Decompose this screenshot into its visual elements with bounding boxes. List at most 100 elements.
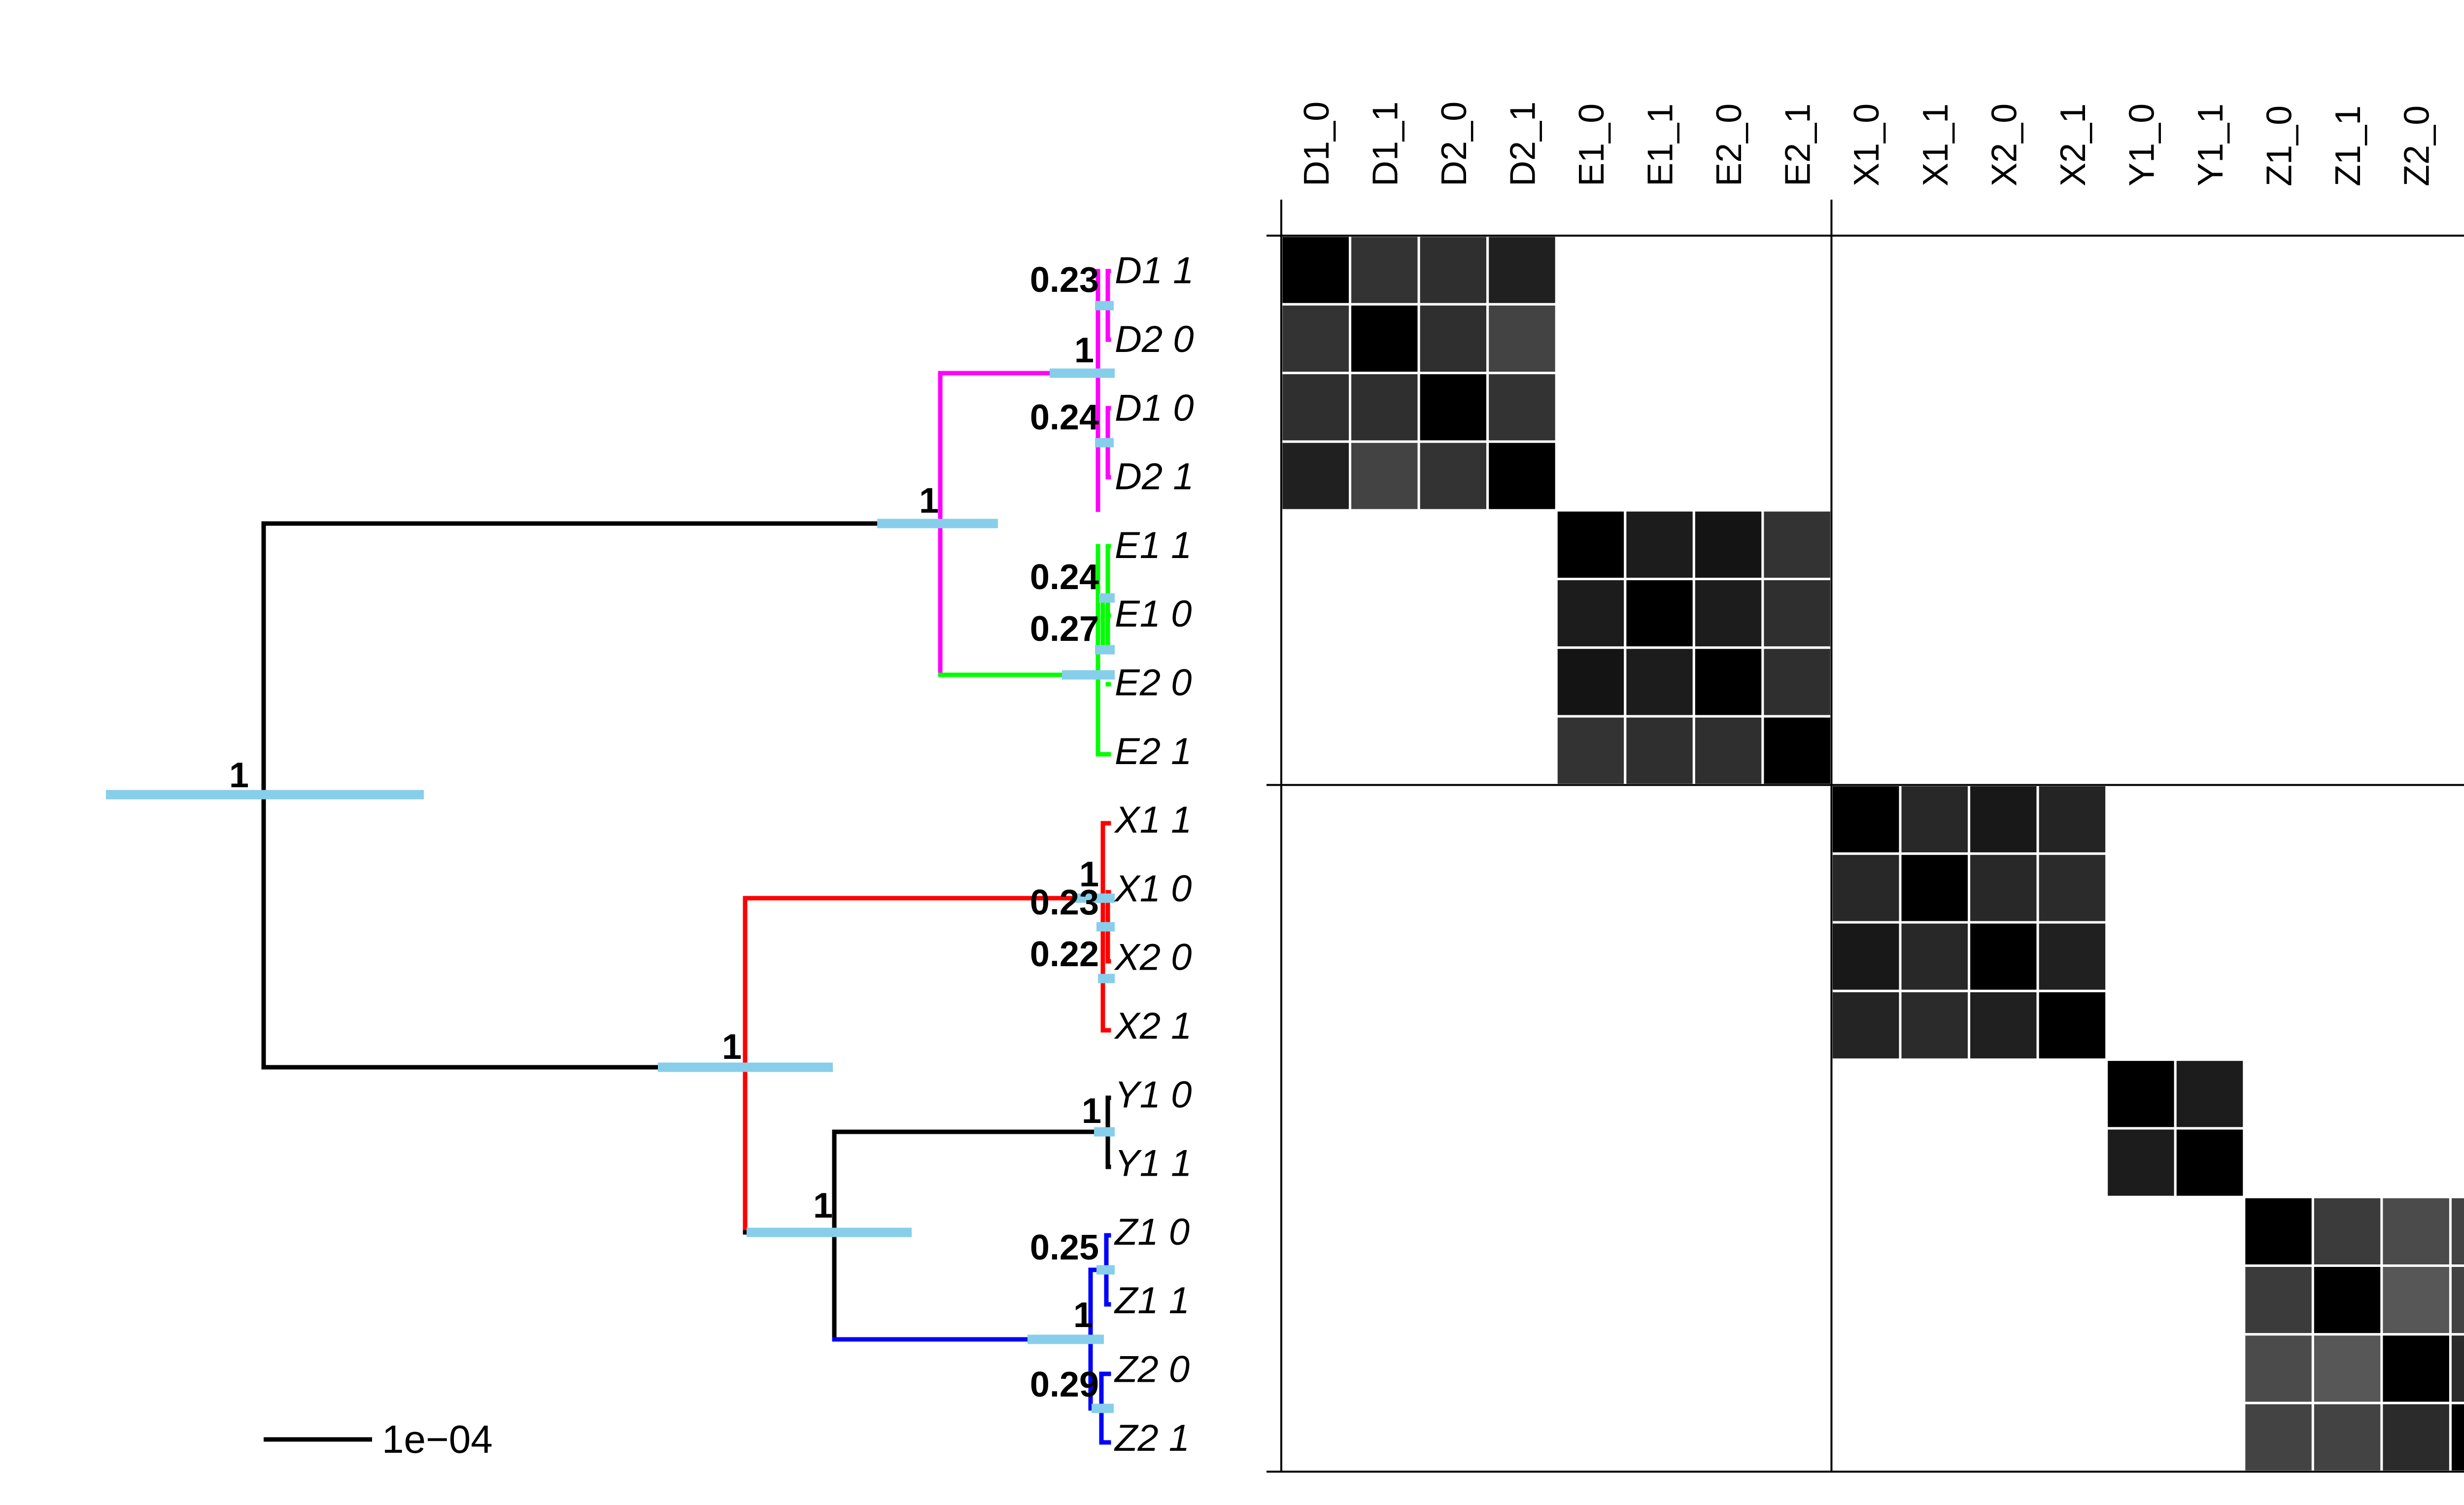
heatmap-cell [1692,578,1764,649]
heatmap-column-label: Z2_0 [2397,105,2437,186]
heatmap-cell [1280,440,1352,512]
heatmap-cell [2243,1401,2314,1473]
heatmap-cell [2036,783,2108,855]
heatmap-cell [2380,1333,2452,1404]
node-support-label: 0.24 [1030,398,1099,437]
heatmap-cell [1830,989,1902,1061]
heatmap-cell [2449,1401,2464,1473]
node-support-label: 1 [229,756,249,795]
tip-label: Z1 0 [1114,1211,1190,1253]
heatmap-column-label: E2_0 [1710,104,1749,186]
node-support-label: 0.23 [1030,883,1099,922]
heatmap-cell [1761,509,1833,580]
tip-label: Z1 1 [1114,1280,1190,1322]
heatmap-cell [2174,1127,2246,1198]
heatmap-cell [1830,783,1902,855]
heatmap-cell [1624,509,1695,580]
heatmap-cell [2036,852,2108,924]
heatmap-cell [1486,440,1558,512]
heatmap-frame [1266,200,2464,1473]
heatmap-cells [1280,234,2464,1473]
heatmap-cell [2105,1058,2177,1130]
heatmap-cell [2311,1195,2383,1267]
heatmap-cell [1692,646,1764,718]
node-support-label: 1 [1073,1295,1093,1335]
tip-label: D1 1 [1115,250,1194,292]
heatmap-cell [1280,234,1352,306]
node-support-label: 1 [813,1186,833,1225]
heatmap-cell [1899,921,1971,992]
heatmap-cell [1417,372,1489,443]
heatmap-cell [2174,1058,2246,1130]
heatmap-cell [2105,1127,2177,1198]
heatmap-column-label: Z1_0 [2260,105,2299,186]
tip-label: D2 1 [1115,456,1194,498]
node-support-label: 1 [1079,855,1099,894]
heatmap-cell [1624,646,1695,718]
tip-label: E2 0 [1115,662,1192,703]
heatmap-cell [1692,509,1764,580]
heatmap-cell [1486,303,1558,375]
heatmap-cell [2380,1401,2452,1473]
node-support-label: 1 [919,481,939,521]
heatmap-cell [1555,578,1627,649]
heatmap-column-label: E1_1 [1641,104,1680,186]
tip-label: X2 0 [1114,937,1192,979]
heatmap-cell [1349,303,1420,375]
tip-label: X1 1 [1114,799,1192,841]
heatmap-cell [2243,1195,2314,1267]
tip-label: E1 1 [1115,525,1192,566]
heatmap-cell [1555,646,1627,718]
heatmap-cell [2449,1264,2464,1336]
tip-label: X1 0 [1114,868,1192,910]
heatmap-cell [1761,646,1833,718]
heatmap-cell [1968,852,2039,924]
heatmap-cell [1899,989,1971,1061]
heatmap-column-label: X1_0 [1847,104,1886,186]
tip-label: D1 0 [1115,387,1194,429]
heatmap-cell [1349,234,1420,306]
tip-label: D2 0 [1115,318,1194,360]
heatmap-cell [1968,989,2039,1061]
heatmap-cell [2036,989,2108,1061]
heatmap-cell [1417,303,1489,375]
node-support-label: 0.23 [1030,260,1099,300]
tree-branches [261,269,1111,1445]
heatmap-cell [1555,715,1627,786]
heatmap-cell [2449,1333,2464,1404]
heatmap-cell [1624,715,1695,786]
heatmap-cell [2311,1333,2383,1404]
heatmap-column-label: D1_1 [1366,102,1405,186]
heatmap-cell [1692,715,1764,786]
heatmap-cell [1968,921,2039,992]
heatmap-cell [2243,1333,2314,1404]
tip-label: Y1 1 [1115,1143,1192,1185]
heatmap-column-label: D2_0 [1435,102,1474,186]
node-support-label: 0.25 [1030,1228,1099,1267]
heatmap-cell [1280,372,1352,443]
node-support-label: 1 [1082,1091,1101,1131]
heatmap-column-label: X2_1 [2053,104,2093,186]
scale-bar: 1e−04 [264,1417,493,1461]
heatmap-column-label: Y1_0 [2122,104,2161,186]
heatmap-column-label: D1_0 [1297,102,1336,186]
node-support-label: 0.29 [1030,1365,1099,1404]
heatmap-cell [1624,578,1695,649]
heatmap-cell [1349,440,1420,512]
heatmap: D1_0 D1_1 D2_0 D2_1 E1_0 E1_1 E2_0 E2_1 X1_0 X1_1… [1266,102,2464,1473]
heatmap-cell [1417,234,1489,306]
heatmap-cell [1761,715,1833,786]
heatmap-cell [2311,1264,2383,1336]
heatmap-column-label: Z1_1 [2328,105,2368,186]
tip-label: Y1 0 [1115,1074,1192,1116]
heatmap-column-label: E2_1 [1779,104,1818,186]
node-support-label: 0.27 [1030,609,1099,649]
heatmap-column-labels: D1_0 D1_1 D2_0 D2_1 E1_0 E1_1 E2_0 E2_1 X1_0 X1_1… [1297,102,2437,186]
tip-label: E1 0 [1115,593,1192,635]
tip-label: Z2 0 [1114,1348,1190,1390]
heatmap-cell [1830,921,1902,992]
heatmap-cell [1280,303,1352,375]
heatmap-cell [1899,783,1971,855]
